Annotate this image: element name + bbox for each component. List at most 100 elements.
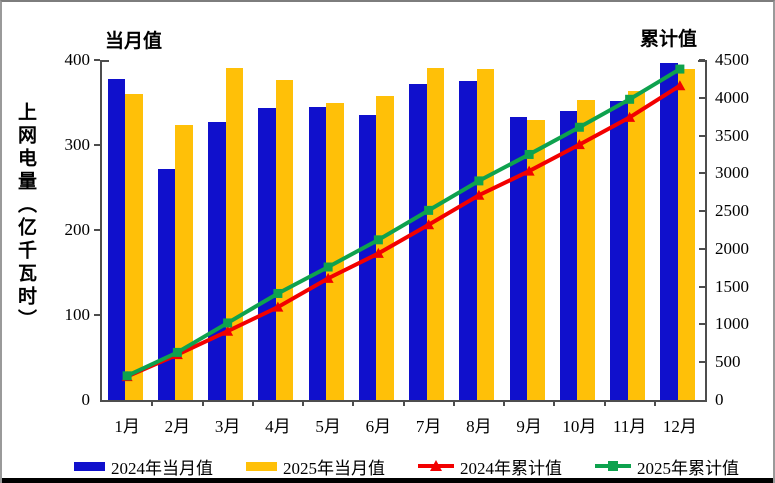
square-marker-2025年累计值 [323,262,333,272]
left-axis-tick-label: 300 [64,135,91,154]
legend-item: 2024年累计值 [418,454,562,479]
legend: 2024年当月值 2025年当月值 2024年累计值 2025年累计值 [74,452,739,480]
left-axis-tick-label: 100 [64,305,91,324]
x-axis-category-label: 6月 [365,417,392,436]
y-axis-left-cap [100,60,109,62]
right-axis-tick [699,210,705,213]
right-axis-tick [699,172,705,175]
bar-2025年当月值 [175,125,193,400]
bar-2025年当月值 [677,68,696,400]
square-marker-2025年累计值 [424,205,434,215]
x-axis [100,400,707,402]
bar-2025年当月值 [125,94,143,400]
square-marker-2025年累计值 [172,347,182,357]
left-axis-tick-label: 200 [64,220,91,239]
x-axis-tick [201,402,204,406]
x-axis-category-label: 1月 [114,417,140,436]
bar-2025年当月值 [577,99,595,400]
legend-item: 2024年当月值 [74,454,213,479]
square-marker-2025年累计值 [223,318,233,328]
x-axis-category-label: 4月 [265,417,291,436]
left-axis-tick [94,229,100,231]
x-axis-tick [151,402,154,406]
triangle-marker-2024年累计值 [674,80,686,91]
right-axis-tick [699,247,705,250]
square-marker-2025年累计值 [625,94,635,104]
triangle-marker-2024年累计值 [222,325,234,336]
left-axis-tick-label: 400 [64,50,91,69]
right-axis-tick-label: 1500 [715,276,749,296]
bar-2025年当月值 [275,79,294,400]
bar-2025年当月值 [527,119,545,400]
bar-2025年当月值 [627,91,645,400]
x-axis-category-label: 3月 [214,417,241,436]
x-axis-category-label: 9月 [516,417,542,436]
bar-2024年当月值 [610,100,628,400]
bar-2024年当月值 [459,81,477,400]
square-marker-2025年累计值 [574,122,584,132]
legend-label: 2025年累计值 [637,458,739,478]
line-2025年累计值 [126,67,681,378]
bar-2025年当月值 [476,68,495,400]
right-axis-tick-label: 3500 [715,125,749,145]
left-axis-tick-label: 0 [81,390,91,409]
right-axis-tick-label: 1000 [715,314,749,334]
x-axis-category-label: 2月 [164,417,191,436]
legend-line-swatch [595,460,631,472]
right-axis-tick-label: 2500 [715,201,749,221]
square-marker-2025年累计值 [474,176,484,186]
x-axis-category-label: 8月 [466,417,492,436]
right-axis-tick-label: 500 [715,352,741,372]
bar-2024年当月值 [258,107,276,400]
square-marker-2025年累计值 [373,235,383,245]
triangle-marker-2024年累计值 [423,219,435,230]
square-marker-2025年累计值 [122,371,132,381]
square-marker-2025年累计值 [273,288,283,298]
right-axis-tick-label: 2000 [715,238,749,258]
left-axis-tick [94,314,100,316]
line-2024年累计值 [126,83,681,379]
x-axis-tick [352,402,355,406]
bottom-border-rule [2,478,773,483]
right-axis-tick-label: 4000 [715,87,749,107]
legend-line-swatch [418,460,454,472]
legend-item: 2025年当月值 [246,454,385,479]
triangle-marker-2024年累计值 [272,301,284,312]
x-axis-category-label: 7月 [415,417,442,436]
bar-2024年当月值 [660,62,678,400]
right-axis-tick [699,59,705,61]
x-axis-tick [603,402,606,406]
x-axis-category-label: 10月 [562,417,597,436]
y-axis-right [705,60,707,402]
x-axis-tick [503,402,505,406]
legend-label: 2024年当月值 [111,458,213,478]
y-axis-left [100,60,102,402]
bar-2025年当月值 [426,67,444,400]
legend-bar-swatch [74,461,105,471]
x-axis-tick [452,402,455,406]
bar-2024年当月值 [509,116,527,400]
x-axis-tick [402,402,405,406]
right-axis-tick [699,361,705,364]
legend-triangle-marker [430,460,442,471]
triangle-marker-2024年累计值 [372,247,384,258]
cumulative-value-header: 累计值 [640,29,698,50]
x-axis-tick [251,402,254,406]
triangle-marker-2024年累计值 [573,139,585,150]
left-axis-tick [94,144,100,146]
right-axis-tick [699,134,705,137]
x-axis-category-label: 5月 [315,417,341,436]
square-marker-2025年累计值 [675,64,685,74]
square-marker-2025年累计值 [524,149,534,159]
bar-2024年当月值 [308,106,326,400]
triangle-marker-2024年累计值 [523,165,535,176]
right-axis-tick [699,323,705,326]
legend-item: 2025年累计值 [595,454,739,479]
right-axis-tick-label: 4500 [715,50,749,69]
bar-2024年当月值 [107,78,125,400]
x-axis-tick [653,402,656,406]
legend-bar-swatch [246,461,277,471]
right-axis-tick-label: 0 [715,390,724,409]
